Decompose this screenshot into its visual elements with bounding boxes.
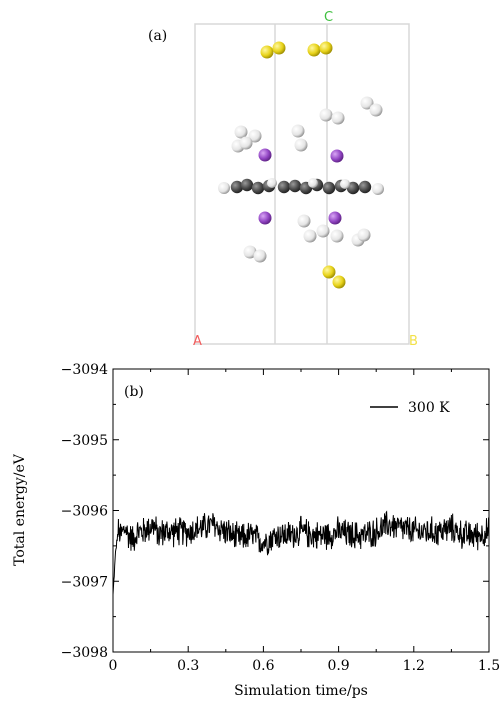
hydrogen-atom <box>360 96 374 110</box>
y-axis: −3094 −3095 −3096 −3097 −3098 <box>61 362 489 661</box>
x-tick-label: 1.2 <box>403 658 425 674</box>
hydrogen-atom <box>372 183 384 195</box>
metal-atoms <box>258 148 344 225</box>
hydrogen-atom <box>357 228 371 242</box>
x-tick-label: 0.9 <box>327 658 349 674</box>
hydrogen-atom <box>248 129 262 143</box>
hydrogen-atom <box>297 214 311 228</box>
hydrogen-atom <box>243 245 257 259</box>
y-tick-label: −3096 <box>61 504 108 520</box>
carbon-atom <box>358 180 372 194</box>
y-axis-label: Total energy/eV <box>12 453 28 566</box>
hydrogen-atom <box>331 111 345 125</box>
series-layer <box>113 510 489 595</box>
cell-outline <box>194 23 410 345</box>
sulfur-atom <box>307 43 321 57</box>
sulfur-atoms <box>260 41 346 289</box>
hydrogen-atom <box>330 229 344 243</box>
carbon-atom <box>322 181 336 195</box>
hydrogen-atom <box>294 138 308 152</box>
hydrogen-atom <box>319 108 333 122</box>
sulfur-atom <box>272 41 286 55</box>
x-tick-label: 0.3 <box>177 658 199 674</box>
hydrogen-atom <box>267 178 277 188</box>
x-axis-label: Simulation time/ps <box>234 683 368 699</box>
y-tick-label: −3095 <box>61 433 108 449</box>
carbon-atom <box>277 180 291 194</box>
metal-atom <box>258 148 272 162</box>
carbon-atom <box>288 179 302 193</box>
energy-chart: −3094 −3095 −3096 −3097 −3098 0 0.3 0.6 0.9 1.2 1… <box>12 362 500 699</box>
hydrogen-atom <box>340 179 350 189</box>
carbon-atom <box>251 181 265 195</box>
hydrogen-atom <box>303 229 317 243</box>
axis-letter-b: B <box>409 334 418 349</box>
hydrogen-atom <box>218 182 230 194</box>
x-tick-label: 0 <box>109 658 118 674</box>
y-tick-label: −3098 <box>61 645 108 661</box>
hydrogen-atom <box>369 103 383 117</box>
metal-atom <box>330 149 344 163</box>
x-tick-label: 1.5 <box>478 658 500 674</box>
sulfur-atom <box>322 265 336 279</box>
hydrogen-atom <box>234 125 248 139</box>
hydrogen-atom <box>239 136 253 150</box>
sulfur-atom <box>319 41 333 55</box>
hydrogen-atom <box>253 249 267 263</box>
panel-a-label: (a) <box>148 28 167 44</box>
carbon-layer <box>218 178 384 195</box>
legend: 300 K <box>370 400 450 416</box>
panel-b-label: (b) <box>124 384 144 400</box>
metal-atom <box>328 211 342 225</box>
hydrogen-atom <box>308 178 318 188</box>
x-axis: 0 0.3 0.6 0.9 1.2 1.5 <box>109 369 500 674</box>
y-tick-label: −3097 <box>61 574 108 590</box>
metal-atom <box>258 211 272 225</box>
hydrogen-atom <box>291 124 305 138</box>
axis-letter-c: C <box>324 10 333 25</box>
structure-panel: (a) A B C <box>148 10 418 349</box>
hydrogen-atoms <box>231 96 383 263</box>
legend-label: 300 K <box>408 400 450 416</box>
sulfur-atom <box>332 275 346 289</box>
sulfur-atom <box>260 45 274 59</box>
series-line-300k <box>113 510 489 595</box>
carbon-atom <box>230 180 244 194</box>
axis-letter-a: A <box>193 334 202 349</box>
x-tick-label: 0.6 <box>252 658 274 674</box>
y-tick-label: −3094 <box>61 362 108 378</box>
carbon-atom <box>240 178 254 192</box>
hydrogen-atom <box>316 224 330 238</box>
